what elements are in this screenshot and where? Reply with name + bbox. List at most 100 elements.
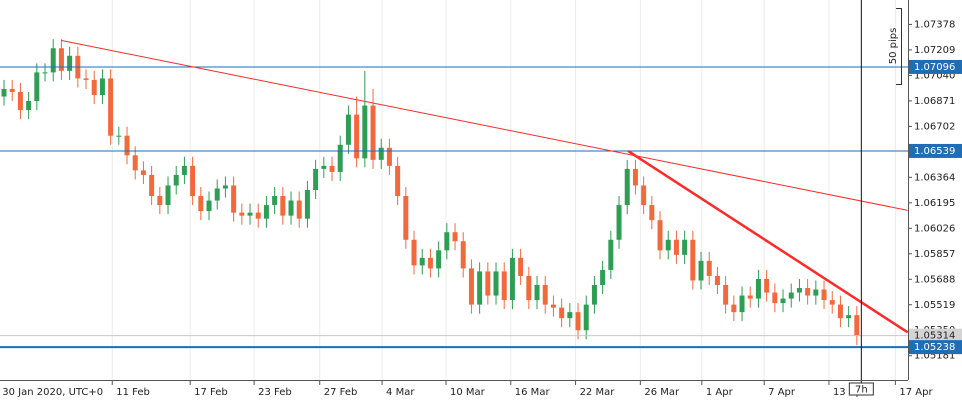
candle-body — [149, 174, 155, 197]
candle-body — [632, 168, 638, 186]
candle-body — [378, 147, 384, 160]
candle-body — [616, 205, 622, 240]
candle-body — [1, 88, 7, 97]
candle-body — [764, 278, 770, 293]
x-tick-label: 17 Apr — [899, 387, 933, 398]
candle-body — [772, 292, 778, 304]
candle-body — [600, 269, 606, 285]
candle-body — [83, 78, 89, 80]
pips-ruler: 50 pips — [888, 8, 902, 85]
candle-body — [67, 55, 73, 71]
candle-body — [821, 289, 827, 301]
level-label: 1.07096 — [914, 62, 955, 73]
candle-body — [509, 257, 515, 301]
x-tick-label: 30 Jan 2020, UTC+0 — [2, 387, 103, 398]
candle-body — [436, 250, 442, 269]
candle-body — [427, 257, 433, 269]
candle-body — [132, 155, 138, 171]
candle-body — [329, 165, 335, 172]
candle-body — [567, 312, 573, 319]
candle-body — [386, 147, 392, 166]
candle-body — [239, 212, 245, 216]
candle-body — [231, 185, 237, 213]
candle-body — [198, 196, 204, 212]
candle-body — [116, 135, 122, 137]
candle-body — [403, 196, 409, 240]
candle-body — [739, 295, 745, 313]
candle-body — [690, 239, 696, 281]
y-tick-label: 1.06195 — [914, 198, 955, 209]
candle-body — [591, 285, 597, 305]
candle-body — [91, 79, 97, 95]
candle-body — [682, 239, 688, 255]
candle-body — [181, 165, 187, 175]
candle-body — [460, 241, 466, 269]
candle-body — [214, 188, 220, 201]
candle-body — [190, 165, 196, 197]
candle-body — [26, 101, 32, 111]
candle-body — [780, 298, 786, 304]
candle-body — [296, 200, 302, 219]
candle-body — [99, 78, 105, 95]
x-tick-label: 7 Apr — [768, 387, 796, 398]
candle-body — [255, 212, 261, 219]
y-tick-label: 1.05857 — [914, 249, 955, 260]
candle-body — [493, 271, 499, 296]
x-tick-label: 11 Feb — [116, 387, 150, 398]
candle-body — [288, 200, 294, 216]
candle-body — [796, 288, 802, 293]
current-price-label: 1.05314 — [914, 331, 955, 342]
pips-label: 50 pips — [888, 28, 899, 65]
current-price-box — [909, 328, 962, 343]
y-tick-label: 1.05181 — [914, 351, 955, 362]
candle-body — [345, 114, 351, 145]
candle-body — [165, 185, 171, 206]
candle-body — [272, 196, 278, 206]
candle-body — [395, 165, 401, 197]
candle-body — [468, 268, 474, 305]
x-tick-label: 17 Feb — [194, 387, 228, 398]
candle-body — [477, 271, 483, 305]
candle-body — [649, 205, 655, 221]
x-tick-label: 22 Mar — [580, 387, 616, 398]
candle-body — [419, 257, 425, 266]
y-tick-label: 1.05688 — [914, 274, 955, 285]
candle-body — [206, 200, 212, 212]
candle-body — [108, 78, 114, 136]
candle-body — [854, 315, 860, 336]
candle-body — [313, 168, 319, 190]
level-label: 1.06539 — [914, 146, 955, 157]
candle-body — [575, 312, 581, 331]
level-label: 1.05238 — [914, 342, 955, 353]
candle-body — [534, 285, 540, 301]
candle-body — [723, 285, 729, 305]
x-tick-label: 10 Mar — [450, 387, 486, 398]
candle-body — [542, 285, 548, 305]
candle-body — [714, 275, 720, 285]
candle-body — [247, 212, 253, 216]
x-tick-label: 1 Apr — [706, 387, 734, 398]
candle-body — [501, 271, 507, 301]
candle-body — [452, 232, 458, 242]
candle-body — [657, 220, 663, 251]
candle-body — [706, 260, 712, 276]
candle-body — [304, 190, 310, 219]
candle-body — [124, 135, 130, 156]
candle-body — [747, 295, 753, 299]
candle-body — [58, 48, 64, 71]
level-label-box — [909, 340, 962, 355]
candle-body — [550, 304, 556, 308]
x-tick-label: 27 Feb — [324, 387, 358, 398]
candle-body — [829, 300, 835, 305]
candle-body — [354, 114, 360, 159]
candle-body — [173, 174, 179, 186]
candle-body — [34, 72, 40, 102]
candle-body — [42, 72, 48, 74]
candle-body — [362, 105, 368, 159]
candle-body — [846, 315, 852, 319]
candle-body — [559, 307, 565, 319]
candle-body — [321, 165, 327, 169]
candle-body — [837, 304, 843, 319]
candle-body — [624, 168, 630, 206]
